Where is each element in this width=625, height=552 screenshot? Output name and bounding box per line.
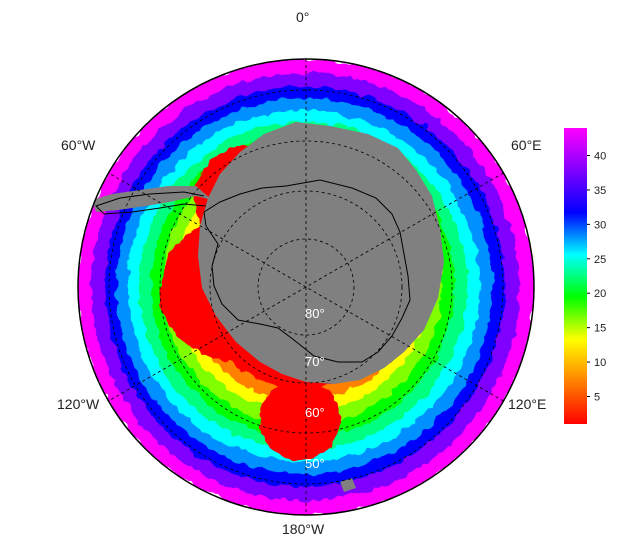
peninsula-coastline	[95, 191, 207, 215]
kerguelen-land	[340, 478, 356, 492]
colorbar-tick-label: 30	[594, 219, 606, 231]
lat-label-50: 50°	[305, 456, 325, 471]
colorbar-tick-label: 5	[594, 391, 600, 403]
latitude-circle	[108, 89, 504, 485]
colorbar-ticks: 5 10 15 20 25 30 35 40	[587, 151, 606, 403]
lon-label-120w: 120°W	[57, 396, 100, 412]
meridian-line	[108, 172, 504, 402]
graticule	[108, 59, 504, 515]
colorbar-tick-label: 20	[594, 288, 606, 300]
colorbar-tick-label: 40	[594, 151, 606, 163]
lat-label-80: 80°	[305, 306, 325, 321]
lon-label-60e: 60°E	[511, 137, 542, 153]
lat-label-70: 70°	[305, 354, 325, 369]
antarctic-continent	[198, 122, 444, 384]
lon-label-0: 0°	[296, 9, 310, 25]
colorbar-tick-label: 35	[594, 185, 606, 197]
colorbar-tick-label: 15	[594, 323, 606, 335]
continental-coastline	[203, 179, 411, 363]
colorbar-tick-label: 10	[594, 357, 606, 369]
lat-label-60: 60°	[305, 405, 325, 420]
value-band	[260, 380, 340, 460]
lon-label-180w: 180°W	[282, 521, 325, 537]
lon-label-120e: 120°E	[508, 396, 547, 412]
island-land-patch	[310, 146, 320, 156]
latitude-circle	[257, 238, 355, 336]
coastline	[95, 179, 411, 363]
colorbar-ramp	[564, 128, 587, 424]
map-outline	[77, 58, 535, 516]
lon-label-60w: 60°W	[61, 137, 96, 153]
colorbar-tick-label: 25	[594, 254, 606, 266]
